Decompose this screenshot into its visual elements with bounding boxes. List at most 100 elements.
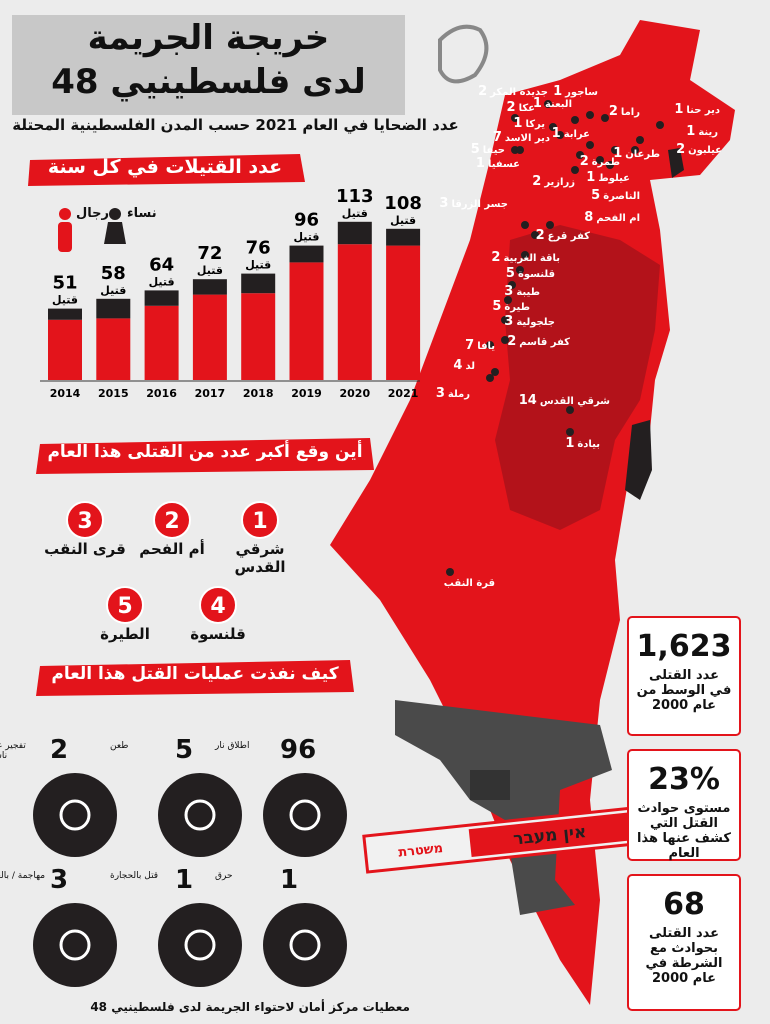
rank-number: 2: [164, 509, 179, 534]
stat-label: مستوى حوادث القتل التي كشف عنها هذا العا…: [637, 801, 731, 861]
x-tick-label: 2020: [339, 387, 370, 400]
legend-icons: [58, 208, 126, 252]
method-count: 96: [280, 735, 317, 765]
city-name: جسر الزرقا: [451, 199, 508, 210]
city-label: جسر الزرقا3: [439, 196, 508, 211]
bar: [96, 318, 131, 380]
city-dot: [531, 231, 539, 239]
city-count: 1: [532, 96, 542, 111]
method-label: قتل بالحجارة: [110, 871, 159, 881]
city-label: دير حنا1: [674, 102, 720, 117]
city-label: ساجور1: [553, 84, 598, 99]
city-label: يافا7: [465, 338, 495, 353]
city-count: 1: [513, 116, 523, 131]
city-dot: [636, 136, 644, 144]
bar: [289, 262, 324, 380]
city-dot: [586, 141, 594, 149]
city-label: راما2: [609, 104, 640, 119]
rank-place: قلنسوة: [190, 625, 246, 643]
city-count: 2: [579, 154, 589, 169]
city-label: عسفيا1: [476, 156, 520, 171]
city-name: يافا: [477, 341, 495, 352]
city-label: لد4: [453, 358, 475, 373]
unit-label: قتيل: [52, 294, 78, 307]
city-label: كفر قرع2: [536, 228, 590, 243]
total-label: 51: [52, 273, 77, 294]
method-count: 5: [175, 735, 194, 765]
logo: [438, 24, 489, 84]
x-tick-label: 2019: [291, 387, 322, 400]
city-label: كفر قاسم2: [507, 334, 570, 349]
city-dot: [549, 123, 557, 131]
stat-value: 68: [663, 887, 705, 922]
city-label: دير الاسد7: [493, 130, 550, 145]
x-tick-label: 2018: [243, 387, 274, 400]
method-label: تفجير عبوة ناسفة: [0, 741, 26, 761]
tape-text: משטרת: [398, 841, 444, 861]
city-count: 1: [565, 436, 575, 451]
city-label: شرقي القدس14: [519, 393, 610, 408]
city-count: 1: [686, 124, 696, 139]
city-count: 1: [586, 170, 596, 185]
city-label: باقة الغربية2: [491, 250, 560, 265]
bar: [144, 290, 179, 306]
city-name: حيفا: [482, 145, 505, 156]
city-label: عكا2: [507, 100, 535, 115]
x-tick-label: 2017: [195, 387, 226, 400]
city-name: قلنسوة: [517, 269, 555, 280]
method-glyph: [184, 799, 216, 831]
method-glyph: [289, 799, 321, 831]
city-count: 1: [553, 84, 563, 99]
city-name: لد: [465, 361, 475, 372]
method-glyph: [59, 799, 91, 831]
city-name: كفر قاسم: [519, 337, 570, 348]
city-count: 1: [551, 126, 561, 141]
unit-label: قتيل: [342, 207, 368, 220]
city-name: عرابة: [563, 129, 590, 140]
city-name: يركا: [525, 119, 545, 130]
bar: [289, 245, 324, 263]
unit-label: قتيل: [390, 214, 416, 227]
city-count: 8: [584, 210, 594, 225]
method-glyph: [289, 929, 321, 961]
city-name: دير حنا: [686, 105, 720, 116]
city-label: طمرة2: [580, 154, 620, 169]
city-name: طرعان: [625, 149, 660, 160]
city-dot: [601, 114, 609, 122]
city-dot: [611, 146, 619, 154]
chart-title: عدد القتيلات في كل سنة: [47, 156, 283, 178]
city-label: عيلبون2: [676, 142, 722, 157]
method-count: 3: [50, 865, 69, 895]
city-dot: [521, 221, 529, 229]
map-region: [495, 225, 660, 530]
rank-number: 4: [210, 594, 225, 619]
rank-place: قرى النقب: [44, 540, 126, 558]
stat-value: 1,623: [636, 629, 732, 664]
city-dot: [596, 156, 604, 164]
source: معطيات مركز أمان لاحتواء الجريمة لدى فلس…: [90, 1000, 410, 1014]
city-count: 3: [435, 386, 445, 401]
city-count: 2: [478, 84, 488, 99]
city-dot: [546, 221, 554, 229]
method-count: 1: [280, 865, 299, 895]
method-icon: [263, 773, 347, 857]
city-label: طيبة3: [504, 284, 540, 299]
city-name: البعنة: [544, 99, 572, 110]
city-name: بيادة: [577, 439, 600, 450]
city-label: طيرة5: [492, 299, 530, 314]
method-count: 2: [50, 735, 69, 765]
x-tick-label: 2015: [98, 387, 129, 400]
city-name: طيرة: [504, 302, 530, 313]
rank-place: الطيرة: [100, 625, 150, 643]
city-name: رملة: [447, 389, 470, 400]
city-count: 2: [506, 100, 516, 115]
legend-label: رجال: [76, 206, 110, 221]
city-label: يركا1: [513, 116, 545, 131]
city-count: 2: [532, 174, 542, 189]
city-count: 2: [535, 228, 545, 243]
city-dot: [544, 100, 552, 108]
total-label: 76: [246, 238, 271, 259]
city-label: رينة1: [686, 124, 718, 139]
city-label: جديدة المكر2: [478, 84, 548, 99]
gun: [395, 700, 612, 915]
